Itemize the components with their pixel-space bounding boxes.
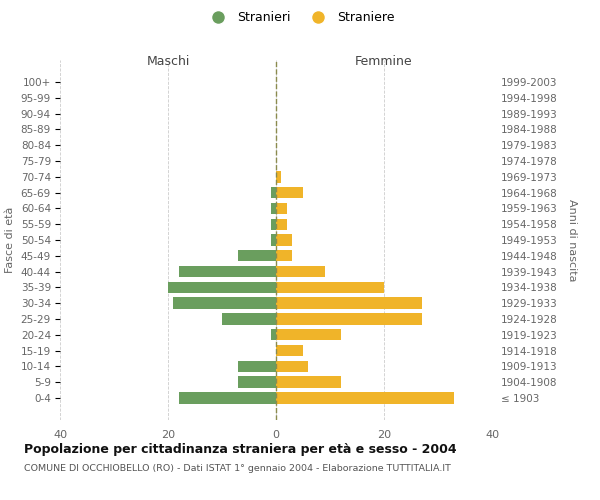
Bar <box>179 266 276 278</box>
Text: Popolazione per cittadinanza straniera per età e sesso - 2004: Popolazione per cittadinanza straniera p… <box>24 442 457 456</box>
Legend: Stranieri, Straniere: Stranieri, Straniere <box>201 6 399 29</box>
Bar <box>276 314 422 324</box>
Bar <box>271 202 276 214</box>
Bar <box>276 266 325 278</box>
Bar <box>238 360 276 372</box>
Bar <box>168 282 276 293</box>
Bar <box>271 218 276 230</box>
Text: Maschi: Maschi <box>146 55 190 68</box>
Bar <box>271 329 276 340</box>
Y-axis label: Anni di nascita: Anni di nascita <box>567 198 577 281</box>
Bar <box>276 250 292 262</box>
Bar <box>238 376 276 388</box>
Bar <box>276 234 292 246</box>
Bar <box>276 282 384 293</box>
Bar <box>276 218 287 230</box>
Bar <box>271 234 276 246</box>
Bar <box>238 250 276 262</box>
Bar <box>179 392 276 404</box>
Bar <box>276 187 303 198</box>
Bar <box>276 392 454 404</box>
Bar <box>222 314 276 324</box>
Bar <box>276 171 281 182</box>
Bar <box>271 187 276 198</box>
Bar <box>276 298 422 309</box>
Bar <box>276 345 303 356</box>
Bar <box>276 376 341 388</box>
Y-axis label: Fasce di età: Fasce di età <box>5 207 15 273</box>
Bar <box>276 329 341 340</box>
Bar <box>173 298 276 309</box>
Bar <box>276 202 287 214</box>
Text: Femmine: Femmine <box>355 55 413 68</box>
Bar <box>276 360 308 372</box>
Text: COMUNE DI OCCHIOBELLO (RO) - Dati ISTAT 1° gennaio 2004 - Elaborazione TUTTITALI: COMUNE DI OCCHIOBELLO (RO) - Dati ISTAT … <box>24 464 451 473</box>
